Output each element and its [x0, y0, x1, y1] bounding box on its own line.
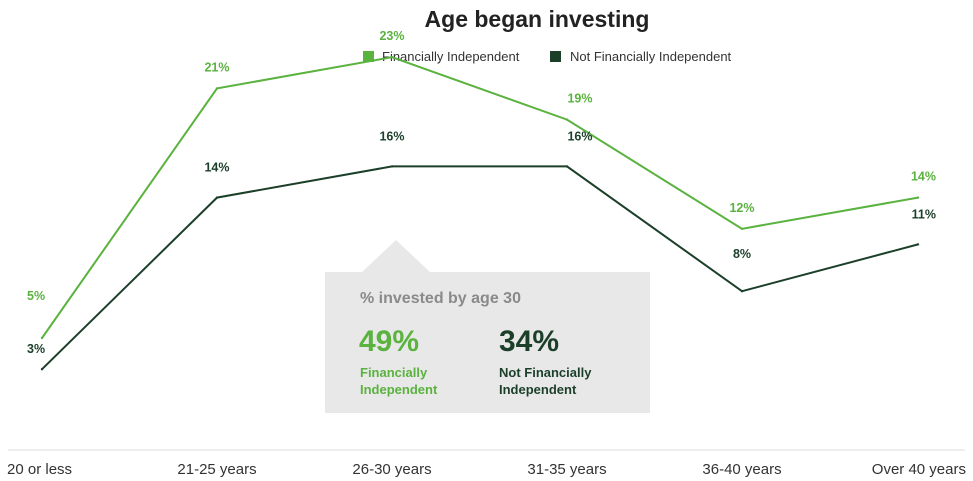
series-line-financially-independent [41, 56, 919, 339]
series-line-not-financially-independent [41, 165, 919, 370]
data-point-not-financially-independent [740, 290, 744, 293]
data-label-not-financially-independent: 3% [27, 342, 45, 356]
chart-title: Age began investing [425, 6, 650, 32]
data-point-not-financially-independent [916, 243, 920, 246]
data-label-not-financially-independent: 16% [567, 129, 592, 143]
data-label-financially-independent: 23% [379, 29, 404, 43]
legend-swatch-financially-independent [363, 51, 374, 62]
callout-background [325, 272, 650, 413]
data-label-not-financially-independent: 14% [204, 161, 229, 175]
legend-swatch-not-financially-independent [550, 51, 561, 62]
data-point-not-financially-independent [215, 196, 219, 199]
legend: Financially Independent Not Financially … [363, 49, 732, 64]
callout-box: % invested by age 30 49% Financially Ind… [325, 240, 650, 413]
callout-label-financially-independent-line2: Independent [360, 382, 438, 397]
data-label-not-financially-independent: 16% [379, 129, 404, 143]
callout-title: % invested by age 30 [360, 290, 521, 307]
data-point-financially-independent [215, 87, 219, 90]
data-point-financially-independent [390, 56, 394, 59]
series-layer: 5% 21% 23% 19% 12% 14% 3% 14% 16% 16% 8% 11% [27, 29, 936, 371]
callout-label-not-financially-independent-line2: Independent [499, 382, 577, 397]
data-point-financially-independent [565, 118, 569, 121]
data-label-not-financially-independent: 8% [733, 247, 751, 261]
data-point-financially-independent [916, 196, 920, 199]
legend-label-financially-independent: Financially Independent [382, 49, 520, 64]
x-tick-label: 21-25 years [177, 461, 256, 478]
x-tick-label: 36-40 years [702, 461, 781, 478]
x-axis-ticks: 20 or less 21-25 years 26-30 years 31-35 ye… [7, 461, 966, 478]
data-label-financially-independent: 21% [204, 60, 229, 74]
callout-label-financially-independent-line1: Financially [360, 365, 428, 380]
callout-value-not-financially-independent: 34% [499, 325, 559, 358]
data-label-financially-independent: 5% [27, 289, 45, 303]
data-label-not-financially-independent: 11% [912, 207, 936, 221]
callout-label-not-financially-independent-line1: Not Financially [499, 365, 592, 380]
data-label-financially-independent: 12% [729, 201, 754, 215]
data-point-not-financially-independent [390, 165, 394, 168]
data-point-financially-independent [40, 336, 44, 340]
data-point-not-financially-independent [40, 368, 44, 371]
data-point-not-financially-independent [565, 165, 569, 168]
x-tick-label: 20 or less [7, 461, 72, 478]
data-label-financially-independent: 14% [911, 170, 936, 184]
x-tick-label: Over 40 years [872, 461, 966, 478]
callout-pointer [362, 240, 430, 272]
x-tick-label: 31-35 years [527, 461, 606, 478]
callout-value-financially-independent: 49% [359, 325, 419, 358]
x-tick-label: 26-30 years [352, 461, 431, 478]
data-point-financially-independent [740, 227, 744, 230]
legend-label-not-financially-independent: Not Financially Independent [570, 49, 732, 64]
data-label-financially-independent: 19% [567, 92, 592, 106]
